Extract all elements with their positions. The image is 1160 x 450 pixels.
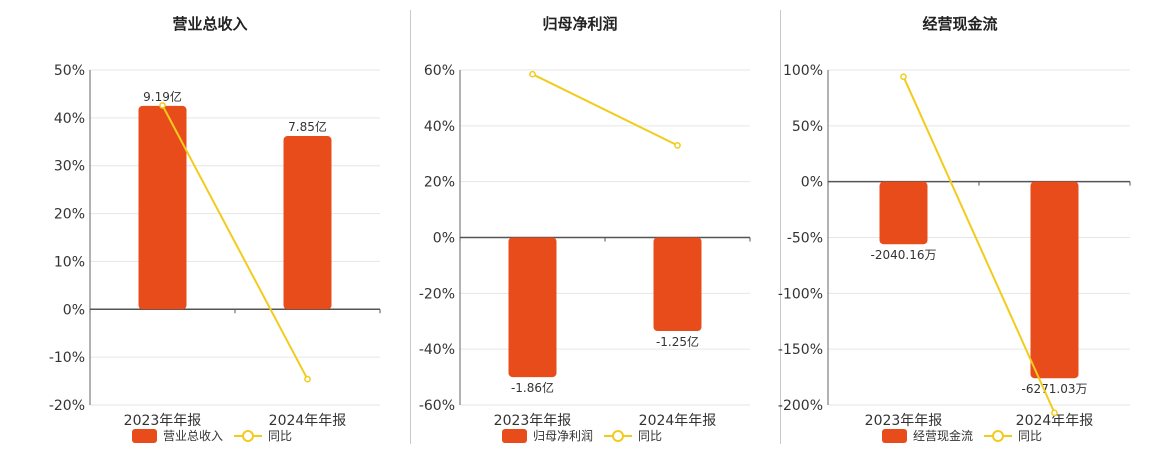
yoy-point [900, 73, 907, 81]
y-tick-label: -150% [778, 342, 823, 358]
x-tick-label: 2023年年报 [494, 413, 572, 429]
y-tick-label: -100% [778, 286, 823, 302]
y-tick-label: -20% [49, 398, 85, 414]
legend-bar-swatch [882, 429, 907, 443]
panel-divider [780, 10, 781, 444]
yoy-point [674, 142, 681, 149]
legend-label: 归母净利润 [533, 429, 593, 443]
y-tick-label: 20% [54, 207, 85, 223]
legend-label: 同比 [268, 429, 292, 443]
bar [1030, 181, 1079, 379]
x-tick-label: 2023年年报 [124, 413, 202, 429]
bar [283, 136, 332, 310]
bar [138, 105, 187, 310]
x-tick-label: 2024年年报 [269, 413, 347, 429]
yoy-point [529, 70, 536, 78]
y-tick-label: 20% [424, 175, 455, 191]
legend-bar-swatch [132, 429, 157, 443]
y-tick-label: -50% [787, 231, 823, 247]
legend-bar-swatch [502, 429, 527, 443]
x-tick-label: 2024年年报 [1016, 413, 1094, 429]
yoy-series-line [161, 104, 309, 380]
yoy-series-line [902, 76, 1056, 414]
legend-line-marker [992, 430, 1004, 442]
y-tick-label: 100% [783, 63, 823, 79]
bar-value-label: -2040.16万 [871, 248, 937, 262]
y-tick-label: 10% [54, 254, 85, 270]
y-tick-label: 50% [792, 119, 823, 135]
bar-value-label: -6271.03万 [1022, 382, 1088, 396]
legend-line-marker [242, 430, 254, 442]
y-tick-label: 40% [424, 119, 455, 135]
bar [653, 237, 702, 332]
chart-title: 归母净利润 [542, 15, 617, 33]
yoy-series-line [532, 73, 678, 147]
chart-title: 营业总收入 [172, 15, 247, 33]
x-tick-label: 2023年年报 [865, 413, 943, 429]
y-tick-label: 0% [801, 175, 823, 191]
bar [879, 181, 928, 245]
legend-label: 经营现金流 [913, 428, 973, 443]
y-tick-label: -20% [419, 286, 455, 302]
bar-value-label: 7.85亿 [288, 119, 327, 134]
yoy-point [1051, 409, 1058, 417]
y-tick-label: 50% [54, 63, 85, 79]
y-tick-label: 30% [54, 159, 85, 175]
y-tick-label: -200% [778, 398, 823, 414]
chart-title: 经营现金流 [922, 15, 997, 33]
yoy-point [159, 102, 166, 109]
legend-line-marker [612, 430, 624, 442]
bar-value-label: -1.25亿 [656, 334, 699, 349]
bar-value-label: 9.19亿 [143, 89, 182, 104]
x-tick-label: 2024年年报 [639, 413, 717, 429]
bar-value-label: -1.86亿 [511, 380, 554, 395]
yoy-point [304, 375, 311, 383]
bar [508, 237, 557, 378]
y-tick-label: 0% [433, 231, 455, 247]
y-tick-label: -40% [419, 342, 455, 358]
y-tick-label: -10% [49, 350, 85, 366]
legend-label: 营业总收入 [163, 429, 223, 443]
legend-label: 同比 [1018, 429, 1042, 443]
panel-divider [410, 10, 411, 444]
y-tick-label: -60% [419, 398, 455, 414]
y-tick-label: 40% [54, 111, 85, 127]
y-tick-label: 0% [63, 302, 85, 318]
y-tick-label: 60% [424, 63, 455, 79]
legend-label: 同比 [638, 429, 662, 443]
